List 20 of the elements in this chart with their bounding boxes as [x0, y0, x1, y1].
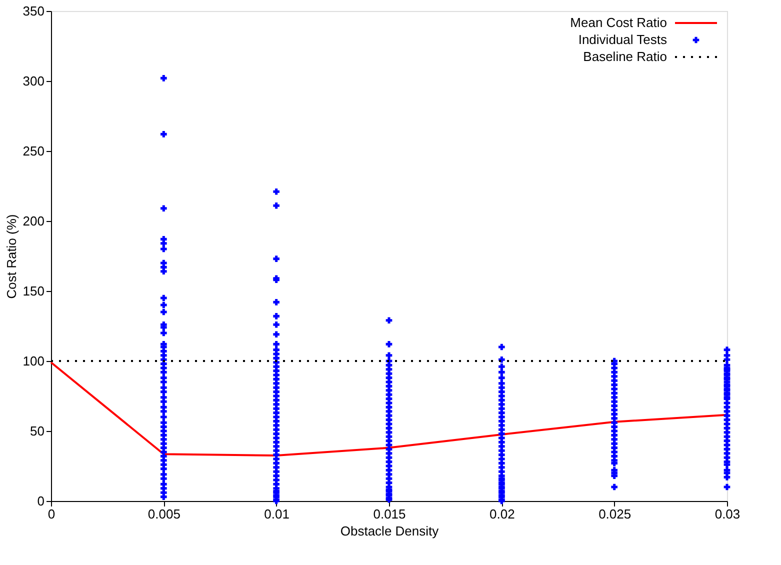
legend-label: Individual Tests	[578, 32, 668, 47]
y-axis-title: Cost Ratio (%)	[4, 214, 19, 299]
y-tick-label: 50	[30, 424, 44, 438]
x-tick-label: 0.03	[714, 506, 740, 522]
legend-label: Baseline Ratio	[583, 49, 667, 64]
x-tick-label: 0.005	[148, 506, 180, 522]
y-tick-label: 100	[22, 354, 44, 368]
y-tick-label: 250	[22, 144, 44, 158]
x-tick-label: 0.015	[373, 506, 406, 522]
y-tick-label: 350	[22, 4, 44, 18]
y-tick-label: 0	[37, 494, 44, 508]
x-tick-label: 0	[48, 506, 56, 522]
y-tick-label: 200	[22, 214, 44, 228]
x-axis-title: Obstacle Density	[340, 524, 440, 538]
x-tick-label: 0.02	[490, 506, 515, 522]
x-tick-label: 0.01	[264, 506, 290, 522]
x-tick-label: 0.025	[598, 506, 632, 522]
legend-label: Mean Cost Ratio	[570, 15, 667, 30]
y-tick-label: 150	[22, 284, 44, 298]
y-tick-label: 300	[22, 74, 44, 88]
